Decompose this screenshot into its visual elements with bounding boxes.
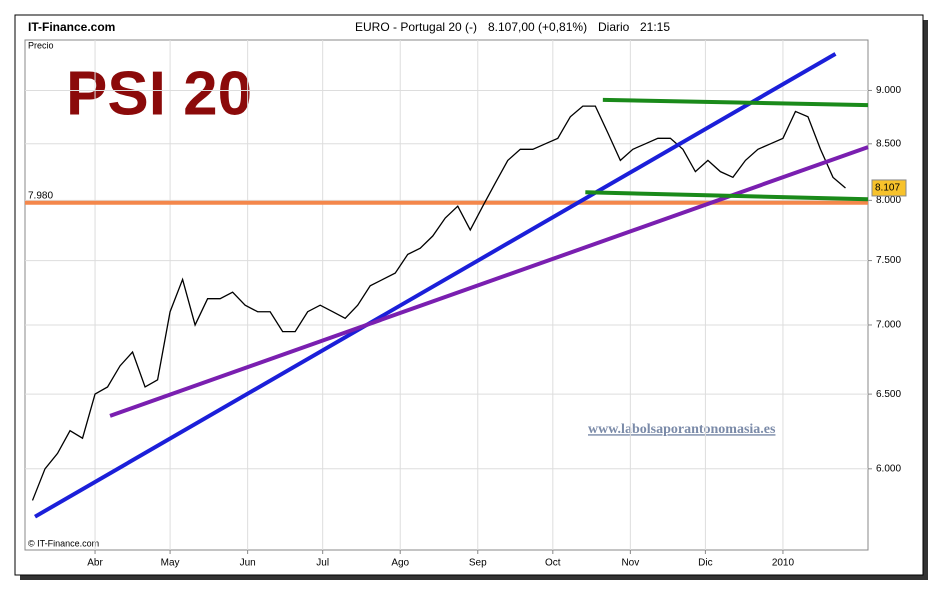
x-tick-label: Jun (240, 558, 256, 569)
y-tick-label: 7.500 (876, 255, 901, 266)
trendline (34, 52, 837, 519)
frequency: Diario (598, 20, 630, 34)
x-tick-label: Oct (545, 558, 561, 569)
x-tick-label: Sep (469, 558, 487, 569)
y-tick-label: 8.000 (876, 195, 901, 206)
x-tick-label: Ago (391, 558, 409, 569)
trendline (109, 145, 869, 418)
price-line (31, 105, 846, 501)
watermark: www.labolsaporantonomasia.es (588, 422, 776, 437)
last-price-label: 8.107 (875, 183, 900, 194)
footer: © IT-Finance.com (28, 538, 99, 548)
x-tick-label: Jul (316, 558, 329, 569)
x-tick-label: Dic (698, 558, 712, 569)
x-tick-label: May (161, 558, 180, 569)
y-tick-label: 9.000 (876, 85, 901, 96)
instrument: EURO - Portugal 20 (-) (355, 20, 477, 34)
brand: IT-Finance.com (28, 20, 115, 34)
time: 21:15 (640, 20, 670, 34)
support-label: 7.980 (28, 190, 53, 201)
quote: 8.107,00 (+0,81%) (488, 20, 587, 34)
y-tick-label: 6.500 (876, 389, 901, 400)
trendline (602, 97, 869, 108)
last-price-box (871, 179, 907, 197)
y-axis-label: Precio (28, 40, 54, 50)
y-tick-label: 7.000 (876, 320, 901, 331)
x-tick-label: Nov (621, 558, 639, 569)
x-tick-label: Abr (87, 558, 103, 569)
chart-title: PSI 20 (66, 59, 252, 128)
x-tick-label: 2010 (772, 558, 795, 569)
trendline (585, 190, 869, 202)
y-tick-label: 6.000 (876, 463, 901, 474)
y-tick-label: 8.500 (876, 138, 901, 149)
